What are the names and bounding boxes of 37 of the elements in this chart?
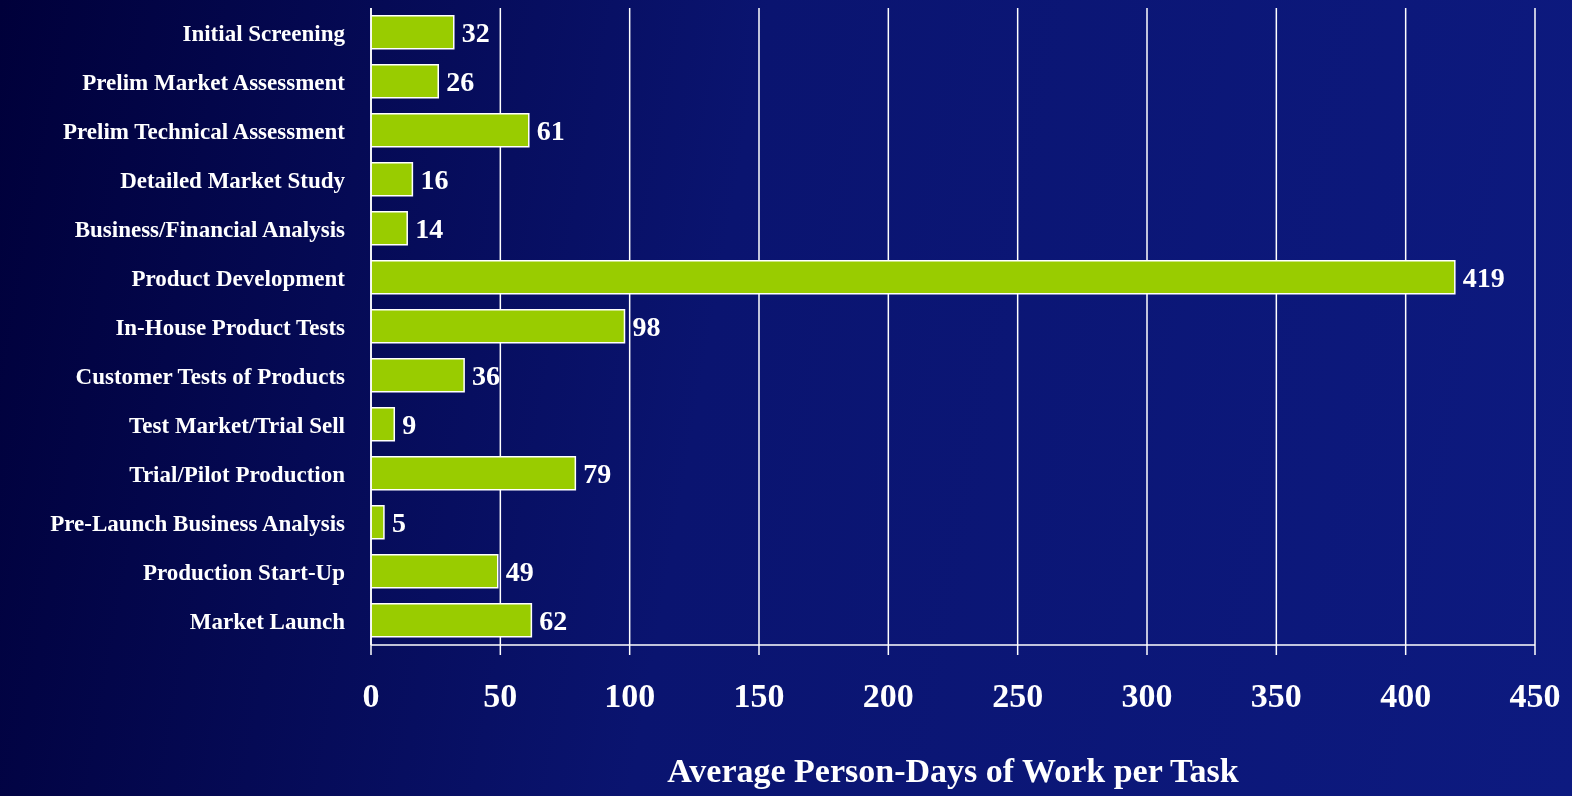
x-tick-label: 450 xyxy=(1509,677,1561,714)
x-tick-label: 400 xyxy=(1380,677,1432,714)
data-label: 26 xyxy=(446,66,475,98)
data-label: 79 xyxy=(583,458,612,490)
y-tick-label: Production Start-Up xyxy=(142,559,345,585)
x-tick-label: 300 xyxy=(1121,677,1173,714)
x-axis-title: Average Person-Days of Work per Task xyxy=(666,752,1240,790)
y-tick-label: Business/Financial Analysis xyxy=(74,216,346,242)
y-tick-label: Trial/Pilot Production xyxy=(129,461,346,487)
y-tick-label: Pre-Launch Business Analysis xyxy=(50,510,346,536)
y-tick-label: In-House Product Tests xyxy=(115,314,346,340)
y-tick-label: Detailed Market Study xyxy=(120,167,346,193)
data-label: 62 xyxy=(539,605,568,637)
x-tick-label: 50 xyxy=(483,677,518,714)
data-label: 61 xyxy=(536,115,565,147)
data-label: 9 xyxy=(402,409,417,441)
data-label: 98 xyxy=(632,311,661,343)
y-tick-label: Initial Screening xyxy=(182,20,346,46)
data-label: 32 xyxy=(461,17,490,49)
x-tick-label: 200 xyxy=(862,677,914,714)
data-label: 419 xyxy=(1462,262,1505,294)
y-tick-label: Test Market/Trial Sell xyxy=(129,412,345,438)
x-tick-label: 0 xyxy=(362,677,380,714)
x-tick-label: 350 xyxy=(1250,677,1302,714)
data-label: 36 xyxy=(472,360,501,392)
data-label: 49 xyxy=(505,556,534,588)
data-label: 16 xyxy=(420,164,449,196)
x-tick-label: 100 xyxy=(604,677,656,714)
y-tick-label: Product Development xyxy=(131,265,346,291)
x-tick-label: 150 xyxy=(733,677,785,714)
x-tick-label: 250 xyxy=(992,677,1044,714)
y-tick-label: Prelim Market Assessment xyxy=(82,69,346,95)
y-tick-label: Prelim Technical Assessment xyxy=(63,118,346,144)
y-tick-label: Customer Tests of Products xyxy=(75,363,346,389)
data-label: 5 xyxy=(391,507,406,539)
y-tick-label: Market Launch xyxy=(189,608,346,634)
data-label: 14 xyxy=(415,213,444,245)
